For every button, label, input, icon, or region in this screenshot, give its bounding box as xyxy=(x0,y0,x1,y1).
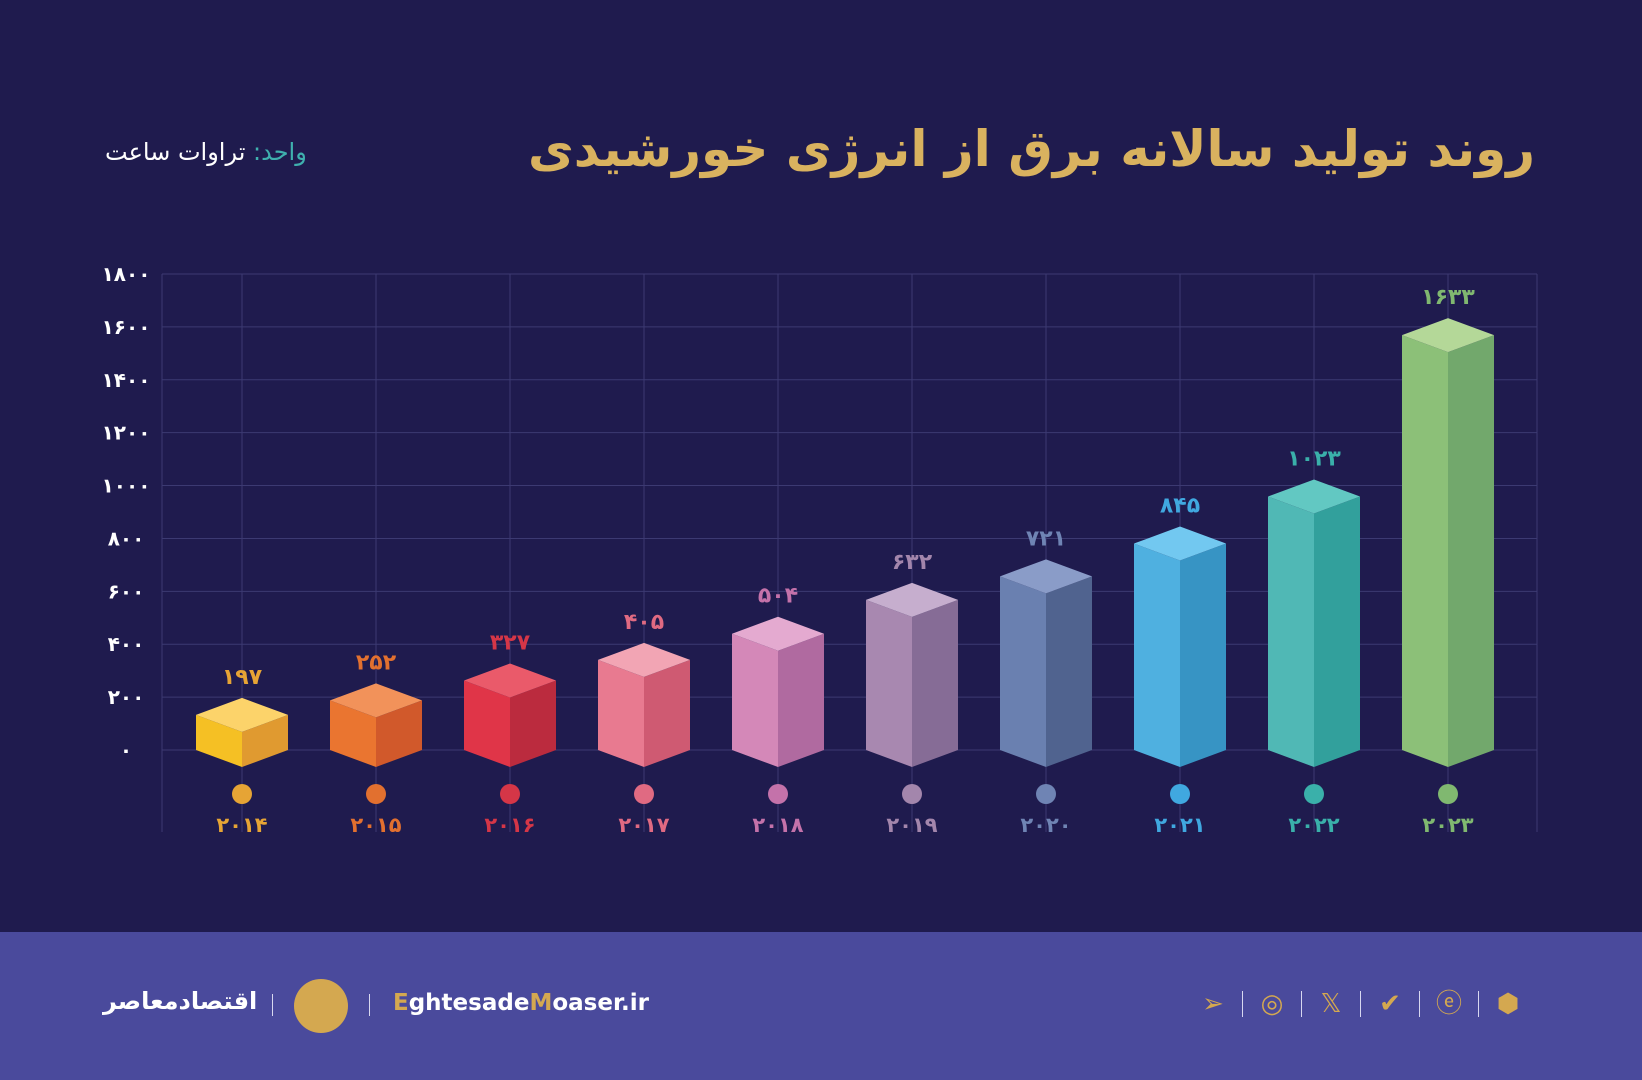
year-dot xyxy=(1304,784,1324,804)
x-tick-label: ۲۰۱۶ xyxy=(484,813,535,837)
chart-title: روند تولید سالانه برق از انرژی خورشیدی xyxy=(527,120,1535,178)
social-icons: ➢ ◎ 𝕏 ✔ ⓔ ⬢ xyxy=(1196,987,1525,1021)
bale-icon[interactable]: ✔ xyxy=(1379,989,1401,1019)
bar-top-face xyxy=(1134,526,1226,561)
year-dot xyxy=(1036,784,1056,804)
bar-right-face xyxy=(778,633,824,767)
year-dot xyxy=(232,784,252,804)
x-tick-label: ۲۰۲۲ xyxy=(1288,813,1339,837)
year-dot xyxy=(768,784,788,804)
y-tick-label: ۱۸۰۰ xyxy=(102,262,151,286)
bar-right-face xyxy=(1314,496,1360,767)
telegram-icon[interactable]: ➢ xyxy=(1202,989,1224,1019)
x-tick-label: ۲۰۱۵ xyxy=(350,813,401,837)
bar-top-face xyxy=(464,663,556,698)
bar-left-face xyxy=(598,659,644,767)
y-tick-label: ۴۰۰ xyxy=(108,632,145,656)
value-label: ۲۵۲ xyxy=(356,650,397,675)
bar-right-face xyxy=(242,714,288,767)
bar-left-face xyxy=(196,714,242,767)
bar-top-face xyxy=(1402,318,1494,353)
value-label: ۶۳۲ xyxy=(892,550,933,575)
y-tick-label: ۱۲۰۰ xyxy=(102,421,151,445)
value-label: ۷۲۱ xyxy=(1026,526,1066,551)
value-label: ۳۲۷ xyxy=(490,631,531,656)
unit-key: واحد: xyxy=(253,138,307,166)
y-tick-label: ۱۴۰۰ xyxy=(102,368,151,392)
x-icon[interactable]: 𝕏 xyxy=(1320,989,1342,1019)
value-label: ۱۰۲۳ xyxy=(1287,446,1341,471)
bar-right-face xyxy=(510,680,556,767)
bar-left-face xyxy=(464,680,510,767)
value-label: ۵۰۴ xyxy=(758,584,798,609)
x-tick-label: ۲۰۱۷ xyxy=(618,813,669,837)
bar-left-face xyxy=(1134,543,1180,767)
bar-right-face xyxy=(912,599,958,767)
bar-top-face xyxy=(1268,479,1360,514)
year-dot xyxy=(1170,784,1190,804)
x-tick-label: ۲۰۱۹ xyxy=(886,813,937,837)
bar-top-face xyxy=(598,642,690,677)
value-label: ۱۹۷ xyxy=(222,665,263,690)
y-tick-label: ۶۰۰ xyxy=(108,579,145,603)
year-dot xyxy=(1438,784,1458,804)
footer: اقتصادمعاصر EghtesadeMoaser.ir ➢ ◎ 𝕏 ✔ ⓔ… xyxy=(0,932,1642,1080)
x-tick-label: ۲۰۱۸ xyxy=(752,813,803,837)
x-tick-label: ۲۰۲۳ xyxy=(1422,813,1473,837)
year-dot xyxy=(634,784,654,804)
year-dot xyxy=(500,784,520,804)
unit-label: واحد: تراوات ساعت xyxy=(105,138,307,166)
bar-left-face xyxy=(330,700,376,767)
bar-right-face xyxy=(376,700,422,767)
value-label: ۴۰۵ xyxy=(624,610,664,635)
bar-top-face xyxy=(196,697,288,732)
value-label: ۱۶۳۳ xyxy=(1421,285,1475,310)
bar-left-face xyxy=(866,599,912,767)
bar-top-face xyxy=(330,683,422,718)
y-tick-label: ۸۰۰ xyxy=(108,526,145,550)
bar-left-face xyxy=(1000,576,1046,767)
divider xyxy=(272,994,273,1016)
bar-top-face xyxy=(866,582,958,617)
x-tick-label: ۲۰۲۱ xyxy=(1154,813,1205,837)
unit-value: تراوات ساعت xyxy=(105,138,246,166)
bar-right-face xyxy=(644,659,690,767)
bar-top-face xyxy=(1000,559,1092,594)
y-tick-label: ۲۰۰ xyxy=(108,685,145,709)
brand-name: اقتصادمعاصر xyxy=(103,987,258,1015)
y-tick-label: ۰ xyxy=(120,738,132,762)
year-dot xyxy=(902,784,922,804)
instagram-icon[interactable]: ◎ xyxy=(1260,989,1284,1019)
bar-right-face xyxy=(1046,576,1092,767)
bar-right-face xyxy=(1180,543,1226,767)
x-tick-label: ۲۰۲۰ xyxy=(1020,813,1071,837)
bar-left-face xyxy=(1402,335,1448,767)
bar-chart: ۰ ۲۰۰ ۴۰۰ ۶۰۰ ۸۰۰ ۱۰۰۰ ۱۲۰۰ ۱۴۰۰ ۱۶۰۰ ۱۸۰۰ ۱۹۷ ۲۰۱۴… xyxy=(102,262,1538,837)
website-link[interactable]: EghtesadeMoaser.ir xyxy=(393,990,649,1016)
brand-logo xyxy=(294,979,348,1033)
y-tick-label: ۱۰۰۰ xyxy=(102,474,151,498)
eitaa-icon[interactable]: ⓔ xyxy=(1435,989,1462,1019)
y-tick-label: ۱۶۰۰ xyxy=(102,315,151,339)
bar-left-face xyxy=(732,633,778,767)
rubika-icon[interactable]: ⬢ xyxy=(1496,989,1520,1019)
x-tick-label: ۲۰۱۴ xyxy=(216,813,267,837)
value-label: ۸۴۵ xyxy=(1160,494,1200,519)
year-dot xyxy=(366,784,386,804)
bar-top-face xyxy=(732,616,824,651)
divider xyxy=(369,994,370,1016)
bar-left-face xyxy=(1268,496,1314,767)
bar-right-face xyxy=(1448,335,1494,767)
